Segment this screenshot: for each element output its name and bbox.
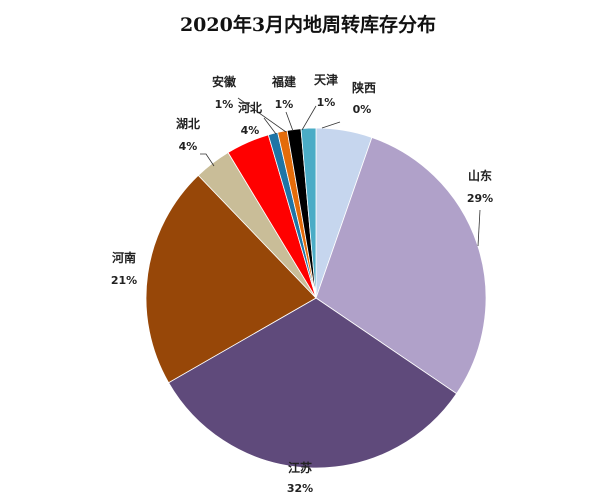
slice-percent-label-4: 4% [179,140,198,153]
slice-name-label-1: 山东 [468,168,492,183]
slice-labels: 陕西 0% 山东 29% 江苏 32% 河南 21% 湖北 4% 河北 4% 安徽 1% 福建 1% 天津 1% [111,72,493,495]
slice-percent-label-6: 1% [215,98,234,111]
pie-slice-2 [168,297,458,469]
leader-line-8 [301,105,317,131]
slice-percent-label-0: 0% [353,103,372,116]
slice-name-label-6: 安徽 [212,74,237,89]
slice-percent-label-8: 1% [317,96,336,109]
slice-name-label-8: 天津 [314,72,338,87]
slice-name-label-5: 河北 [237,100,262,115]
slice-name-label-4: 湖北 [176,116,200,131]
leader-line-7 [285,111,294,132]
slice-percent-label-7: 1% [275,98,294,111]
chart-title: 2020年3月内地周转库存分布 [179,14,437,36]
pie-slice-9 [300,127,317,299]
pie-slice-1 [315,136,487,395]
slice-percent-label-3: 21% [111,274,137,287]
slice-name-label-7: 福建 [271,74,297,89]
leader-line-6 [237,97,287,133]
slice-percent-label-1: 29% [467,192,493,205]
slice-name-label-3: 河南 [111,250,136,265]
pie-slices [145,127,487,469]
leader-line-4 [200,153,215,167]
leader-line-0 [321,121,341,129]
pie-slice-3 [145,174,317,384]
slice-name-label-0: 陕西 [352,80,376,95]
leader-line-5 [263,117,277,135]
leader-line-1 [477,209,481,247]
leader-lines [200,97,481,247]
slice-name-label-2: 江苏 [288,460,312,475]
slice-percent-label-5: 4% [241,124,260,137]
slice-percent-label-2: 32% [287,482,313,495]
